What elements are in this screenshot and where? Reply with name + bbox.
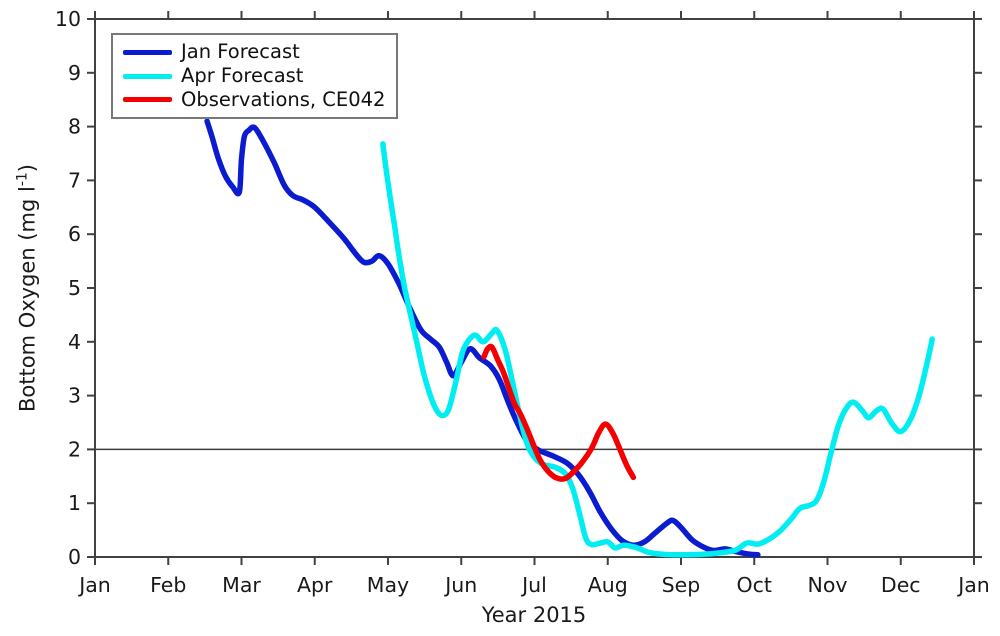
y-tick-label: 8: [68, 115, 81, 139]
y-tick-label: 0: [68, 545, 81, 569]
legend-label-apr-forecast: Apr Forecast: [181, 64, 304, 88]
legend-label-observations: Observations, CE042: [181, 88, 386, 112]
x-tick-label: Jun: [443, 573, 477, 597]
y-axis-title-closing: ): [15, 164, 40, 173]
series-line-apr-forecast: [380, 141, 935, 558]
x-tick-label: Mar: [222, 573, 261, 597]
legend-item-apr-forecast: Apr Forecast: [123, 66, 392, 86]
y-axis-title: Bottom Oxygen (mg l-1): [15, 164, 40, 412]
x-tick-label: Apr: [297, 573, 333, 597]
x-tick-label: Feb: [150, 573, 186, 597]
legend-item-observations: Observations, CE042: [123, 90, 392, 110]
x-axis-title: Year 2015: [481, 603, 587, 627]
series-line-jan-forecast: [204, 118, 761, 558]
y-tick-label: 6: [68, 222, 81, 246]
x-tick-label: Aug: [588, 573, 628, 597]
y-tick-label: 7: [68, 168, 81, 192]
x-tick-label: Jan: [956, 573, 990, 597]
x-tick-label: Jul: [520, 573, 547, 597]
y-tick-label: 9: [68, 61, 81, 85]
x-tick-label: Jan: [77, 573, 111, 597]
legend-swatch-jan-forecast: [123, 49, 172, 55]
y-axis-title-text: Bottom Oxygen (mg l: [15, 186, 40, 412]
legend-swatch-apr-forecast: [123, 73, 172, 79]
legend-item-jan-forecast: Jan Forecast: [123, 42, 392, 62]
y-tick-label: 3: [68, 384, 81, 408]
series-line-observations-ce042: [481, 343, 637, 482]
legend-swatch-observations: [123, 97, 172, 103]
chart-legend: Jan Forecast Apr Forecast Observations, …: [111, 33, 398, 119]
x-tick-label: Dec: [881, 573, 921, 597]
y-tick-label: 2: [68, 437, 81, 461]
x-tick-label: Nov: [807, 573, 847, 597]
x-tick-label: Oct: [737, 573, 772, 597]
y-tick-label: 1: [68, 491, 81, 515]
y-tick-label: 4: [68, 330, 81, 354]
y-tick-label: 5: [68, 276, 81, 300]
y-tick-label: 10: [55, 7, 81, 31]
x-tick-label: Sep: [662, 573, 701, 597]
y-axis-title-superscript: -1: [14, 172, 31, 187]
x-tick-label: May: [367, 573, 409, 597]
legend-label-jan-forecast: Jan Forecast: [181, 40, 300, 64]
